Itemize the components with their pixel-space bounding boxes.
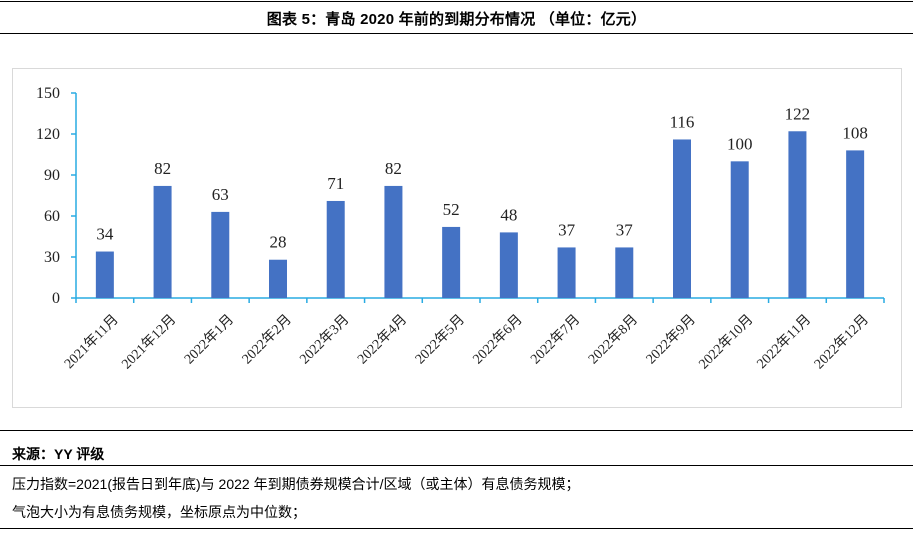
figure-title: 图表 5：青岛 2020 年前的到期分布情况 （单位：亿元） [266,11,647,28]
data-label: 108 [842,123,868,142]
x-tick-label: 2022年8月 [585,312,641,368]
bar [615,247,634,298]
y-tick-label: 150 [36,85,60,102]
x-tick-label: 2022年11月 [754,312,814,372]
bar [326,200,345,298]
bar [730,161,749,298]
bar [846,150,865,298]
x-tick-label: 2022年12月 [811,312,872,373]
bar [788,131,807,298]
bar [153,185,172,298]
x-tick-label: 2022年2月 [239,312,295,368]
y-tick-label: 60 [44,208,60,225]
bar [211,211,230,298]
data-label: 37 [616,220,634,239]
data-label: 52 [443,200,460,219]
data-label: 82 [154,159,171,178]
bar [442,226,461,298]
data-label: 116 [670,112,695,131]
data-label: 37 [558,220,576,239]
data-label: 100 [727,134,753,153]
bar [95,251,114,298]
bar [384,185,403,298]
note-line-1: 压力指数=2021(报告日到年底)与 2022 年到期债券规模合计/区域（或主体… [12,476,580,492]
data-label: 63 [212,185,229,204]
x-tick-label: 2021年12月 [119,312,180,373]
source-rule [0,430,913,431]
data-label: 82 [385,159,402,178]
x-tick-label: 2022年9月 [643,312,699,368]
data-label: 122 [785,104,811,123]
bar [499,232,518,298]
x-tick-label: 2022年4月 [354,312,410,368]
title-rule [0,33,913,34]
bottom-rule [0,528,913,529]
y-tick-label: 120 [36,126,60,143]
data-label: 34 [96,225,114,244]
x-tick-label: 2022年7月 [528,312,584,368]
bar [557,247,576,298]
y-tick-label: 0 [52,290,60,307]
x-tick-label: 2022年6月 [470,312,526,368]
note-line-2: 气泡大小为有息债务规模，坐标原点为中位数； [12,504,306,520]
data-label: 28 [270,233,287,252]
chart-frame [12,68,902,408]
bar [269,259,287,298]
y-tick-label: 90 [44,167,60,184]
x-tick-label: 2022年3月 [297,312,353,368]
bar-chart: 0 30 60 90 120 150 34 2021年11月 82 2021年12月 63 2022年… [36,85,885,373]
data-label: 48 [500,205,517,224]
x-tick-label: 2022年10月 [696,312,757,373]
source-text: 来源：YY 评级 [12,446,105,462]
y-tick-label: 30 [44,249,60,266]
x-tick-label: 2022年5月 [412,312,468,368]
bar [673,139,691,298]
data-label: 71 [327,174,344,193]
x-tick-label: 2022年1月 [181,312,237,368]
top-rule [0,1,913,2]
source-divider [0,465,913,466]
x-tick-label: 2021年11月 [61,312,121,372]
